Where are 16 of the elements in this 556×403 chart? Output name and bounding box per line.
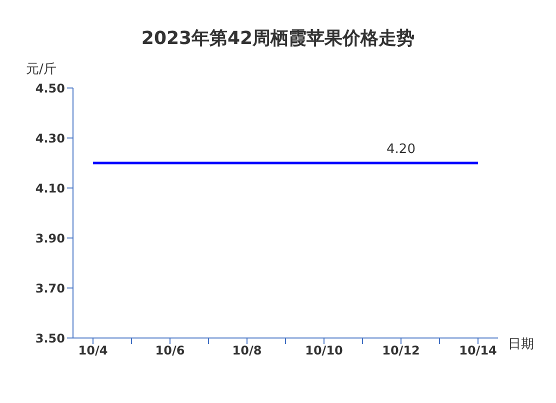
y-tick-label: 4.10 (35, 181, 65, 196)
x-tick-label: 10/10 (305, 344, 343, 358)
x-tick-label: 10/6 (155, 344, 185, 358)
data-label: 4.20 (386, 142, 416, 157)
x-tick-label: 10/12 (382, 344, 420, 358)
y-tick-label: 4.50 (35, 81, 65, 96)
y-tick-label: 4.30 (35, 131, 65, 146)
y-tick-label: 3.70 (35, 281, 65, 296)
x-tick-label: 10/4 (78, 344, 108, 358)
y-axis-title: 元/斤 (26, 61, 56, 78)
y-tick-label: 3.90 (35, 231, 65, 246)
x-tick-label: 10/14 (459, 344, 497, 358)
y-tick-label: 3.50 (35, 331, 65, 346)
x-axis-title: 日期 (508, 336, 534, 353)
x-tick-label: 10/8 (232, 344, 262, 358)
chart-title: 2023年第42周栖霞苹果价格走势 (140, 27, 416, 50)
